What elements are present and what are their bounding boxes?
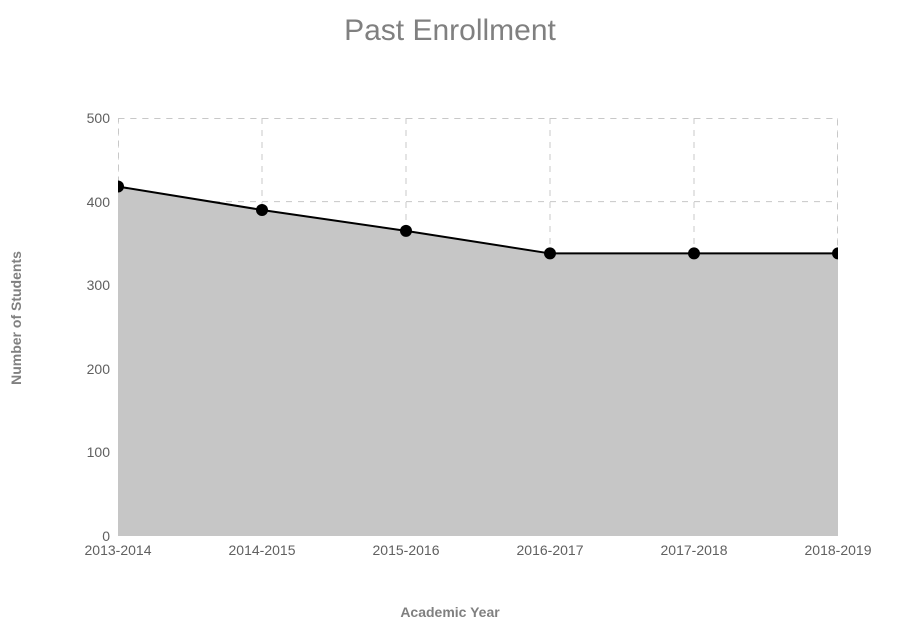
x-axis-label: Academic Year [0,604,900,620]
x-tick-label: 2014-2015 [229,536,296,558]
chart-container: Past Enrollment Number of Students Acade… [0,0,900,636]
y-axis-label: Number of Students [8,251,24,385]
x-tick-label: 2015-2016 [373,536,440,558]
y-tick-label: 400 [87,194,118,210]
y-tick-label: 500 [87,110,118,126]
x-tick-label: 2017-2018 [661,536,728,558]
y-tick-label: 200 [87,361,118,377]
plot-area: 01002003004005002013-20142014-20152015-2… [118,118,838,536]
y-tick-label: 300 [87,277,118,293]
chart-svg [118,118,838,536]
x-tick-label: 2016-2017 [517,536,584,558]
x-tick-label: 2013-2014 [85,536,152,558]
y-tick-label: 100 [87,444,118,460]
x-tick-label: 2018-2019 [805,536,872,558]
chart-title: Past Enrollment [0,14,900,48]
